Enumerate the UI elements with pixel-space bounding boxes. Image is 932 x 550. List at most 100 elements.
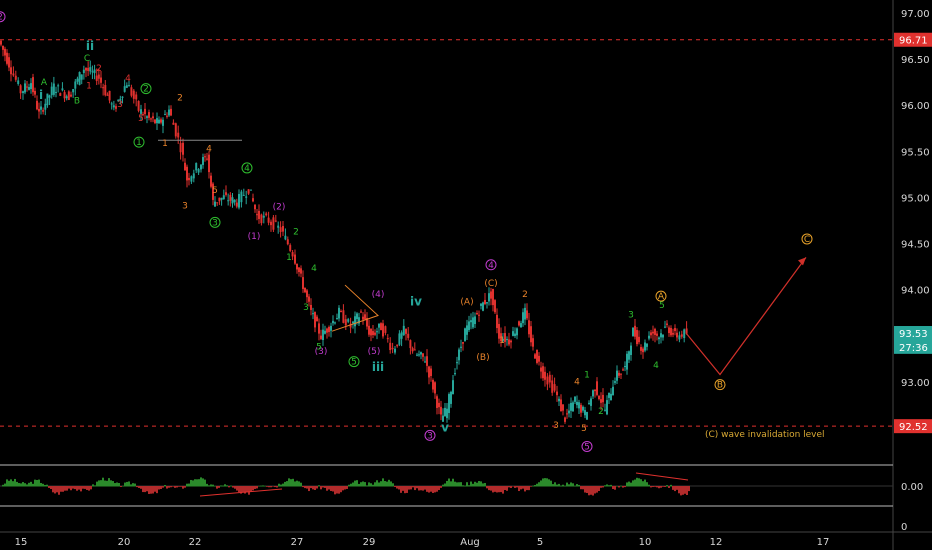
wave-label: 3: [303, 303, 309, 313]
candle-body: [424, 361, 426, 363]
wave-label: (C): [484, 279, 497, 289]
oscillator-bar: [298, 481, 300, 487]
candle-body: [650, 332, 652, 336]
price-tick-label: 95.50: [901, 147, 930, 158]
candle-body: [204, 156, 206, 158]
oscillator-bar: [682, 486, 684, 495]
candle-body: [570, 402, 572, 411]
wave-label: A: [658, 292, 665, 302]
wave-circle: [348, 356, 360, 368]
oscillator-bar: [222, 485, 224, 487]
oscillator-bar: [108, 478, 110, 487]
oscillator-bar: [106, 480, 108, 487]
candle-body: [108, 90, 111, 101]
oscillator-bar: [610, 484, 612, 487]
candle-body: [386, 338, 389, 340]
oscillator-bar: [200, 477, 202, 487]
candle-body: [660, 333, 662, 338]
wave-label: B: [74, 96, 80, 106]
oscillator-bar: [418, 486, 420, 491]
oscillator-bar: [154, 486, 156, 492]
candle-body: [486, 302, 488, 304]
candle-body: [398, 333, 401, 345]
candle-body: [670, 327, 672, 336]
candle-body: [676, 332, 678, 338]
candle-body: [536, 350, 538, 363]
candle-body: [267, 217, 270, 223]
candle-body: [378, 323, 380, 328]
candle-body: [626, 353, 628, 370]
oscillator-bar: [116, 482, 118, 487]
oscillator-bar: [112, 481, 114, 487]
oscillator-bar: [12, 481, 14, 487]
candle-body: [409, 340, 412, 349]
oscillator-bar: [354, 480, 356, 487]
candle-body: [82, 69, 85, 73]
wave-circle: [0, 11, 6, 23]
wave-circle: [241, 162, 253, 174]
candle-body: [174, 123, 177, 137]
oscillator-bar: [368, 482, 370, 487]
candle-body: [38, 108, 40, 112]
candle-body: [121, 96, 124, 98]
oscillator-bar: [590, 486, 592, 495]
date-tick-label: 29: [363, 537, 376, 548]
oscillator-bar: [2, 484, 4, 487]
oscillator-bar: [480, 481, 482, 487]
oscillator-bar: [536, 483, 538, 487]
oscillator-bar: [422, 486, 424, 491]
oscillator-bar: [226, 485, 228, 487]
candle-body: [636, 330, 638, 345]
candle-body: [78, 72, 81, 85]
oscillator-bar: [266, 486, 268, 487]
oscillator-bar: [424, 486, 426, 490]
oscillator-bar: [242, 486, 244, 493]
oscillator-bar: [438, 486, 440, 491]
oscillator-bar: [212, 484, 214, 487]
candle-body: [512, 331, 514, 336]
oscillator-bar: [260, 485, 262, 487]
oscillator-bar: [482, 483, 484, 487]
candle-body: [314, 312, 316, 328]
candle-body: [358, 317, 360, 324]
oscillator-bar: [562, 484, 564, 487]
oscillator-bar: [302, 486, 304, 488]
candle-body: [206, 158, 208, 160]
oscillator-bar: [374, 482, 376, 487]
oscillator-bar: [396, 486, 398, 489]
oscillator-bar: [604, 485, 606, 487]
candle-body: [76, 78, 79, 82]
candle-body: [466, 325, 468, 335]
candle-body: [426, 356, 428, 366]
oscillator-bar: [172, 486, 174, 487]
oscillator-bar: [338, 486, 340, 494]
oscillator-bar: [352, 482, 354, 487]
candle-body: [391, 347, 394, 350]
oscillator-bar: [20, 483, 22, 487]
candle-body: [506, 339, 508, 341]
candle-body: [195, 163, 198, 171]
oscillator-bar: [66, 486, 68, 491]
oscillator-bar: [70, 486, 72, 491]
oscillator-bar: [180, 486, 182, 487]
candle-body: [300, 268, 302, 274]
wave-label: (5): [368, 347, 381, 357]
wave-label: 5: [351, 358, 357, 368]
candle-body: [150, 118, 152, 120]
candle-body: [534, 354, 536, 359]
oscillator-bar: [16, 481, 18, 487]
candle-body: [538, 355, 540, 362]
oscillator-bar: [454, 481, 456, 487]
wave-label: 1: [584, 370, 590, 380]
oscillator-bar: [74, 486, 76, 490]
candle-body: [468, 321, 470, 331]
wave-label: iii: [372, 360, 384, 374]
candle-body: [89, 67, 92, 72]
projection-arrowhead: [798, 257, 806, 266]
price-tick-label: 94.00: [901, 286, 930, 297]
oscillator-bar: [50, 486, 52, 490]
candle-body: [125, 85, 128, 88]
candle-body: [128, 85, 130, 87]
oscillator-bar: [420, 486, 422, 491]
